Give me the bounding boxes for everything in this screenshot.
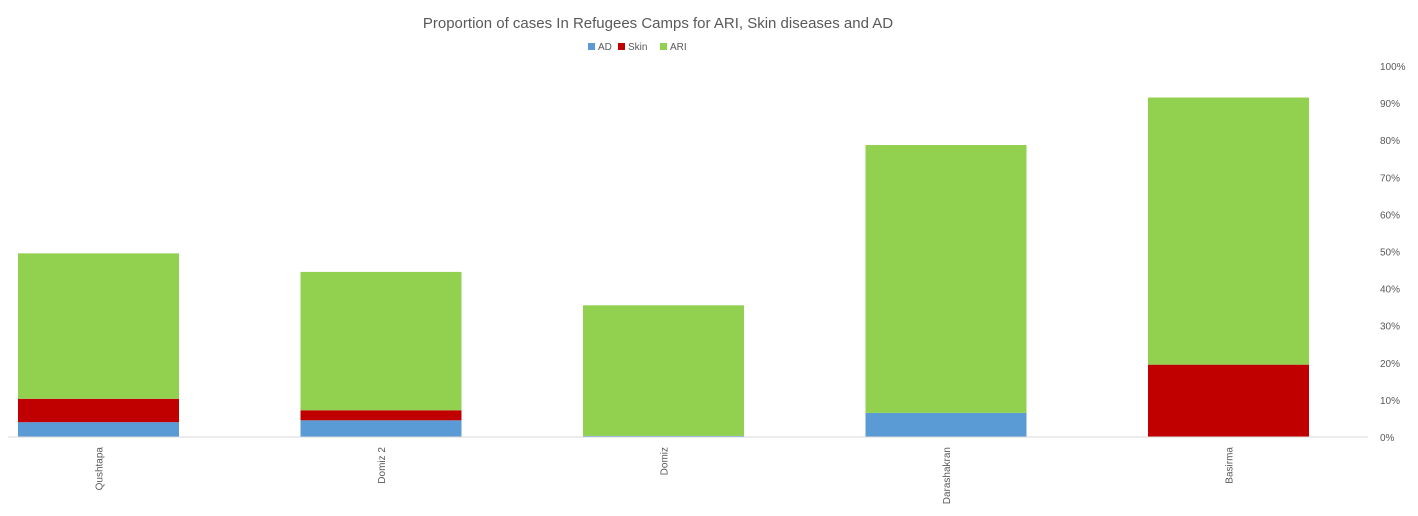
bar-skin-basirma — [1148, 364, 1309, 437]
y-tick-label: 100% — [1380, 62, 1406, 73]
legend-swatch-ari — [660, 43, 667, 50]
y-tick-label: 90% — [1380, 99, 1400, 110]
bar-skin-domiz-2 — [300, 410, 462, 421]
x-tick-label: Qushtapa — [95, 447, 106, 491]
bar-ari-darashakran — [865, 145, 1027, 413]
y-tick-label: 10% — [1380, 396, 1400, 407]
x-tick-label: Basirma — [1225, 447, 1236, 484]
y-tick-label: 80% — [1380, 136, 1400, 147]
bar-ari-basirma — [1148, 97, 1309, 365]
bar-ad-domiz — [583, 435, 744, 437]
x-tick-label: Darashakran — [942, 447, 953, 504]
y-tick-label: 0% — [1380, 433, 1395, 444]
bar-ad-darashakran — [865, 412, 1027, 437]
bar-ari-qushtapa — [18, 253, 179, 399]
chart-legend: AD Skin ARI — [588, 42, 687, 53]
y-tick-label: 40% — [1380, 285, 1400, 296]
y-tick-label: 70% — [1380, 173, 1400, 184]
y-axis-ticks: 0% 10% 20% 30% 40% 50% 60% 70% 80% 90% 100% — [1380, 62, 1406, 444]
legend-item-ari: ARI — [660, 42, 687, 53]
legend-label-skin: Skin — [628, 42, 647, 53]
bar-skin-qushtapa — [18, 398, 179, 423]
legend-label-ari: ARI — [670, 42, 687, 53]
x-axis-labels: Qushtapa Domiz 2 Domiz Darashakran Basirma — [95, 447, 1236, 505]
legend-label-ad: AD — [598, 42, 612, 53]
legend-item-ad: AD — [588, 42, 612, 53]
bar-ari-domiz — [583, 305, 744, 436]
bars-group — [18, 97, 1309, 437]
legend-swatch-skin — [618, 43, 625, 50]
x-tick-label: Domiz 2 — [377, 447, 388, 484]
bar-ari-domiz-2 — [300, 271, 462, 411]
bar-ad-domiz-2 — [300, 420, 462, 437]
bar-ad-qushtapa — [18, 422, 179, 437]
y-tick-label: 50% — [1380, 248, 1400, 259]
y-tick-label: 60% — [1380, 210, 1400, 221]
x-tick-label: Domiz — [660, 447, 671, 475]
chart-title: Proportion of cases In Refugees Camps fo… — [423, 15, 893, 32]
y-tick-label: 20% — [1380, 359, 1400, 370]
legend-item-skin: Skin — [618, 42, 647, 53]
legend-swatch-ad — [588, 43, 595, 50]
y-tick-label: 30% — [1380, 322, 1400, 333]
